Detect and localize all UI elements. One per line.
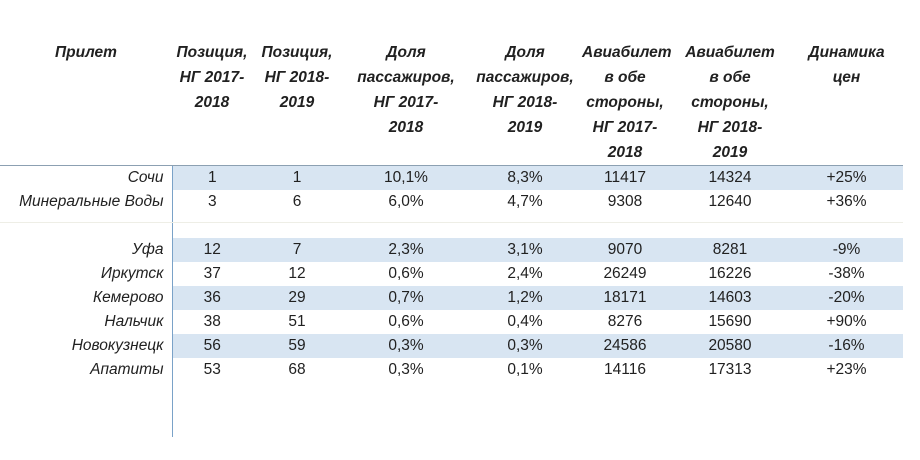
- value-cell: 6,0%: [388, 193, 424, 210]
- value-cell: 24586: [580, 334, 670, 358]
- value-cell: 4,7%: [507, 193, 543, 210]
- value-cell: 0,3%: [470, 334, 580, 358]
- value-cell: 14324: [670, 165, 790, 190]
- value-cell: 36: [171, 286, 252, 310]
- city-cell: Новокузнецк: [0, 334, 172, 358]
- value-cell: 18171: [580, 286, 670, 310]
- empty-cell: [171, 382, 903, 437]
- value-cell: 8276: [607, 313, 643, 330]
- table-row: Новокузнецк 56 59 0,3% 0,3% 24586 20580 …: [0, 334, 903, 358]
- empty-row: [0, 222, 903, 239]
- table-row: Сочи 1 1 10,1% 8,3% 11417 14324 +25%: [0, 165, 903, 190]
- value-cell: +23%: [826, 361, 867, 378]
- empty-cell: [0, 214, 172, 223]
- value-cell: 1: [171, 165, 252, 190]
- empty-cell: [0, 382, 172, 437]
- value-cell: 53: [171, 358, 252, 382]
- header-cell-ticket-2018-2019: Авиабилет в обе стороны, НГ 2018- 2019: [670, 0, 790, 166]
- value-cell: 12: [288, 265, 306, 282]
- value-cell: 2,4%: [507, 265, 543, 282]
- value-cell: 11417: [580, 165, 670, 190]
- value-cell: 12640: [708, 193, 752, 210]
- table-row: Апатиты 53 68 0,3% 0,1% 14116 17313 +23%: [0, 358, 903, 382]
- value-cell: 9308: [607, 193, 643, 210]
- empty-cell: [171, 214, 903, 223]
- value-cell: 1,2%: [470, 286, 580, 310]
- empty-cell: [171, 222, 903, 238]
- value-cell: 0,3%: [342, 334, 470, 358]
- header-cell-position-2017-2018: Позиция, НГ 2017- 2018: [172, 0, 252, 166]
- value-cell: +25%: [790, 165, 903, 190]
- value-cell: 9070: [580, 238, 670, 262]
- value-cell: 0,6%: [388, 313, 424, 330]
- value-cell: -16%: [790, 334, 903, 358]
- value-cell: 51: [288, 313, 306, 330]
- value-cell: 16226: [708, 265, 752, 282]
- value-cell: 0,1%: [507, 361, 543, 378]
- value-cell: 3,1%: [470, 238, 580, 262]
- value-cell: 20580: [670, 334, 790, 358]
- value-cell: +90%: [826, 313, 867, 330]
- header-cell-ticket-2017-2018: Авиабилет в обе стороны, НГ 2017- 2018: [580, 0, 672, 166]
- value-cell: 0,3%: [388, 361, 424, 378]
- value-cell: 26249: [603, 265, 647, 282]
- value-cell: -38%: [828, 265, 865, 282]
- table-row: Кемерово 36 29 0,7% 1,2% 18171 14603 -20…: [0, 286, 903, 310]
- header-cell-position-2018-2019: Позиция, НГ 2018- 2019: [252, 0, 342, 166]
- value-cell: -20%: [790, 286, 903, 310]
- city-cell: Иркутск: [0, 262, 172, 286]
- value-cell: 56: [171, 334, 252, 358]
- table-row: Нальчик 38 51 0,6% 0,4% 8276 15690 +90%: [0, 310, 903, 334]
- value-cell: 12: [171, 238, 252, 262]
- value-cell: 68: [288, 361, 306, 378]
- value-cell: 37: [171, 262, 252, 286]
- city-cell: Уфа: [0, 238, 172, 262]
- value-cell: -9%: [790, 238, 903, 262]
- value-cell: 17313: [708, 361, 752, 378]
- empty-row-divider: [0, 214, 903, 223]
- table-row: Минеральные Воды 3 6 6,0% 4,7% 9308 1264…: [0, 190, 903, 214]
- value-cell: 14116: [604, 361, 646, 378]
- value-cell: +36%: [826, 193, 867, 210]
- value-cell: 1: [252, 165, 342, 190]
- header-row: Прилет Позиция, НГ 2017- 2018 Позиция, Н…: [0, 0, 903, 166]
- header-cell-arrival: Прилет: [0, 0, 172, 166]
- empty-cell: [0, 223, 172, 239]
- table-tail-spacer: [0, 382, 903, 437]
- value-cell: 59: [252, 334, 342, 358]
- header-cell-share-2018-2019: Доля пассажиров, НГ 2018- 2019: [470, 0, 580, 166]
- value-cell: 29: [252, 286, 342, 310]
- city-cell: Апатиты: [0, 358, 172, 382]
- value-cell: 8281: [670, 238, 790, 262]
- table-row: Уфа 12 7 2,3% 3,1% 9070 8281 -9%: [0, 238, 903, 262]
- value-cell: 0,4%: [507, 313, 543, 330]
- arrivals-table: Прилет Позиция, НГ 2017- 2018 Позиция, Н…: [0, 0, 903, 437]
- value-cell: 15690: [708, 313, 752, 330]
- value-cell: 8,3%: [470, 165, 580, 190]
- value-cell: 38: [171, 310, 252, 334]
- value-cell: 3: [171, 190, 252, 214]
- city-cell: Сочи: [0, 165, 172, 190]
- header-cell-share-2017-2018: Доля пассажиров, НГ 2017- 2018: [342, 0, 470, 166]
- value-cell: 14603: [670, 286, 790, 310]
- city-cell: Нальчик: [0, 310, 172, 334]
- value-cell: 2,3%: [342, 238, 470, 262]
- city-cell: Кемерово: [0, 286, 172, 310]
- value-cell: 0,7%: [342, 286, 470, 310]
- value-cell: 7: [252, 238, 342, 262]
- value-cell: 10,1%: [342, 165, 470, 190]
- header-cell-price-dynamics: Динамика цен: [790, 0, 903, 166]
- value-cell: 6: [292, 193, 302, 210]
- city-cell: Минеральные Воды: [0, 190, 172, 214]
- table-row: Иркутск 37 12 0,6% 2,4% 26249 16226 -38%: [0, 262, 903, 286]
- value-cell: 0,6%: [388, 265, 424, 282]
